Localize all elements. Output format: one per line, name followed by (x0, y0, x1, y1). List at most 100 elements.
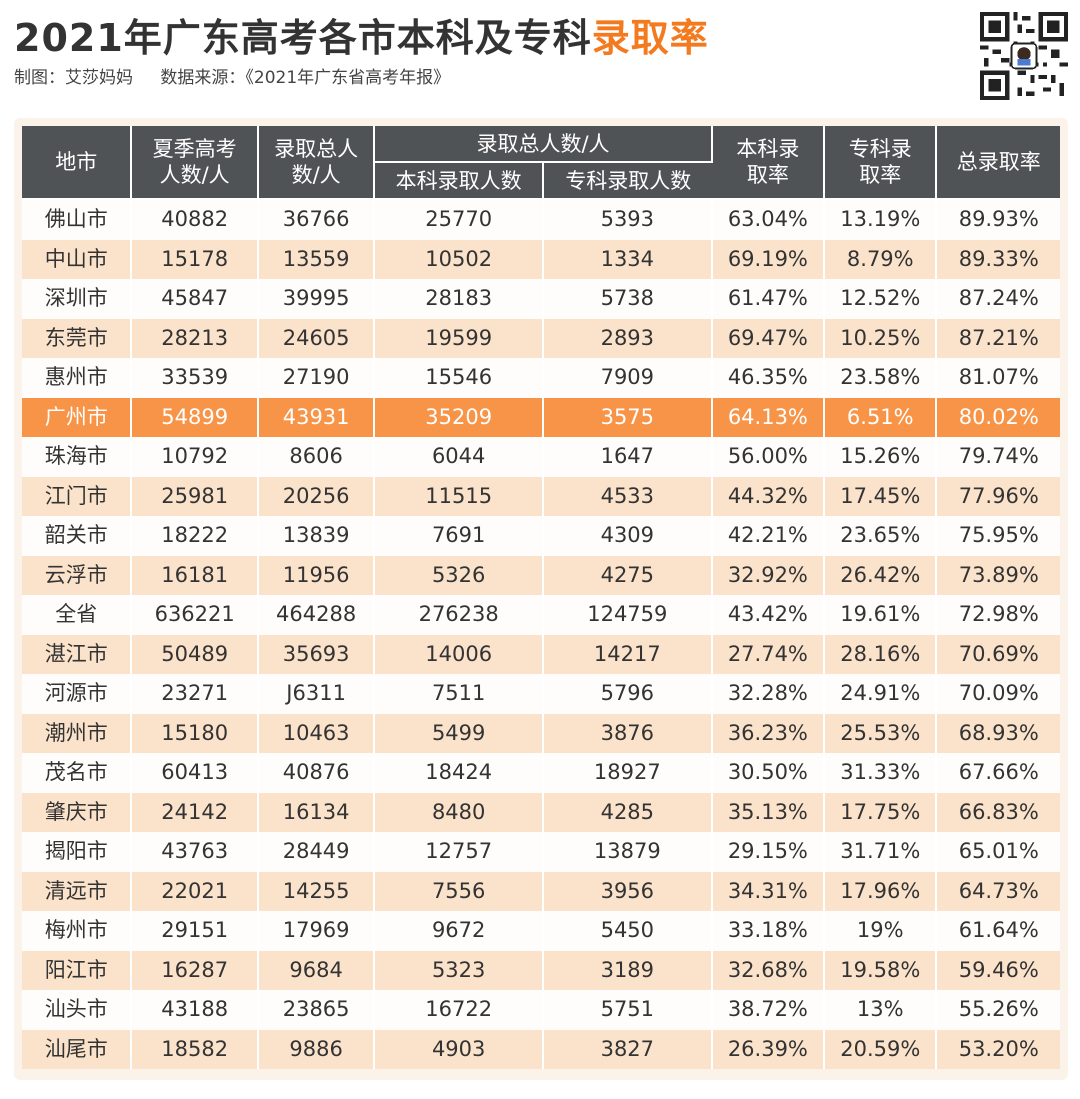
cell-total-admitted: 11956 (258, 555, 376, 595)
cell-total-admitted: 20256 (258, 476, 376, 516)
cell-total-admitted: 10463 (258, 713, 376, 753)
cell-college-admitted: 14217 (543, 634, 713, 674)
table-row: 清远市 22021 14255 7556 3956 34.31% 17.96% 64.73% (22, 871, 1060, 911)
cell-college-admitted: 1647 (543, 437, 713, 477)
cell-summer-exam: 16287 (132, 950, 259, 990)
cell-college-rate: 19.61% (825, 595, 938, 635)
cell-college-admitted: 2893 (543, 318, 713, 358)
table-row: 汕头市 43188 23865 16722 5751 38.72% 13% 55.26% (22, 990, 1060, 1030)
cell-total-admitted: 23865 (258, 990, 376, 1030)
cell-summer-exam: 28213 (132, 318, 259, 358)
cell-bachelor-rate: 30.50% (712, 753, 826, 793)
cell-total-rate: 53.20% (937, 1029, 1060, 1069)
cell-summer-exam: 16181 (132, 555, 259, 595)
cell-total-rate: 87.21% (937, 318, 1060, 358)
cell-bachelor-admitted: 11515 (375, 476, 544, 516)
cell-bachelor-rate: 35.13% (712, 792, 826, 832)
cell-bachelor-admitted: 19599 (375, 318, 544, 358)
cell-college-admitted: 4309 (543, 516, 713, 556)
cell-city: 广州市 (22, 397, 133, 437)
cell-total-admitted: 14255 (258, 871, 376, 911)
cell-total-admitted: 8606 (258, 437, 376, 477)
cell-summer-exam: 15178 (132, 239, 259, 279)
cell-city: 珠海市 (22, 437, 133, 477)
cell-total-rate: 67.66% (937, 753, 1060, 793)
cell-college-rate: 25.53% (825, 713, 938, 753)
cell-city: 汕尾市 (22, 1029, 133, 1069)
cell-college-rate: 13% (825, 990, 938, 1030)
cell-bachelor-rate: 69.47% (712, 318, 826, 358)
cell-summer-exam: 29151 (132, 911, 259, 951)
cell-summer-exam: 636221 (132, 595, 259, 635)
cell-college-admitted: 3956 (543, 871, 713, 911)
cell-summer-exam: 23271 (132, 674, 259, 714)
table-row: 中山市 15178 13559 10502 1334 69.19% 8.79% 89.33% (22, 239, 1060, 279)
table-frame: 地市 夏季高考人数/人 录取总人数/人 录取总人数/人 本科录取率 专科录取率 … (14, 118, 1068, 1080)
cell-college-admitted: 5450 (543, 911, 713, 951)
cell-college-admitted: 3876 (543, 713, 713, 753)
subtitle: 制图：艾莎妈妈 数据来源：《2021年广东省高考年报》 (14, 66, 974, 90)
cell-total-rate: 70.09% (937, 674, 1060, 714)
cell-total-rate: 55.26% (937, 990, 1060, 1030)
cell-total-admitted: 13839 (258, 516, 376, 556)
table-row: 佛山市 40882 36766 25770 5393 63.04% 13.19% 89.93% (22, 200, 1060, 240)
cell-college-admitted: 3827 (543, 1029, 713, 1069)
cell-total-rate: 72.98% (937, 595, 1060, 635)
cell-summer-exam: 40882 (132, 200, 259, 240)
table-row: 东莞市 28213 24605 19599 2893 69.47% 10.25% 87.21% (22, 318, 1060, 358)
cell-summer-exam: 10792 (132, 437, 259, 477)
cell-bachelor-admitted: 5499 (375, 713, 544, 753)
cell-city: 汕头市 (22, 990, 133, 1030)
cell-college-admitted: 7909 (543, 358, 713, 398)
cell-summer-exam: 45847 (132, 279, 259, 319)
cell-college-admitted: 3575 (543, 397, 713, 437)
table-row: 梅州市 29151 17969 9672 5450 33.18% 19% 61.64% (22, 911, 1060, 951)
cell-bachelor-admitted: 18424 (375, 753, 544, 793)
table-row: 江门市 25981 20256 11515 4533 44.32% 17.45% 77.96% (22, 476, 1060, 516)
cell-college-admitted: 5393 (543, 200, 713, 240)
header-bachelor-rate: 本科录取率 (712, 126, 826, 200)
header-total-rate: 总录取率 (937, 126, 1060, 200)
cell-city: 佛山市 (22, 200, 133, 240)
cell-bachelor-rate: 33.18% (712, 911, 826, 951)
cell-college-rate: 23.65% (825, 516, 938, 556)
cell-college-admitted: 1334 (543, 239, 713, 279)
cell-college-rate: 31.71% (825, 832, 938, 872)
cell-bachelor-admitted: 10502 (375, 239, 544, 279)
cell-bachelor-rate: 69.19% (712, 239, 826, 279)
cell-bachelor-admitted: 14006 (375, 634, 544, 674)
cell-total-admitted: 24605 (258, 318, 376, 358)
cell-total-admitted: 36766 (258, 200, 376, 240)
cell-college-rate: 10.25% (825, 318, 938, 358)
header-admitted-group: 录取总人数/人 (375, 126, 713, 163)
cell-total-rate: 59.46% (937, 950, 1060, 990)
table-row: 河源市 23271 J6311 7511 5796 32.28% 24.91% 70.09% (22, 674, 1060, 714)
cell-summer-exam: 60413 (132, 753, 259, 793)
cell-summer-exam: 50489 (132, 634, 259, 674)
cell-bachelor-admitted: 6044 (375, 437, 544, 477)
cell-bachelor-rate: 32.68% (712, 950, 826, 990)
cell-college-rate: 17.75% (825, 792, 938, 832)
cell-total-rate: 80.02% (937, 397, 1060, 437)
cell-bachelor-rate: 43.42% (712, 595, 826, 635)
cell-total-rate: 73.89% (937, 555, 1060, 595)
cell-college-admitted: 124759 (543, 595, 713, 635)
cell-bachelor-admitted: 8480 (375, 792, 544, 832)
cell-summer-exam: 25981 (132, 476, 259, 516)
cell-city: 肇庆市 (22, 792, 133, 832)
cell-college-admitted: 5738 (543, 279, 713, 319)
table-row: 湛江市 50489 35693 14006 14217 27.74% 28.16% 70.69… (22, 634, 1060, 674)
table-row: 茂名市 60413 40876 18424 18927 30.50% 31.33% 67.66… (22, 753, 1060, 793)
cell-bachelor-admitted: 15546 (375, 358, 544, 398)
cell-summer-exam: 54899 (132, 397, 259, 437)
cell-total-admitted: 35693 (258, 634, 376, 674)
cell-bachelor-rate: 32.28% (712, 674, 826, 714)
cell-total-rate: 75.95% (937, 516, 1060, 556)
cell-city: 韶关市 (22, 516, 133, 556)
cell-total-rate: 89.93% (937, 200, 1060, 240)
cell-total-admitted: 464288 (258, 595, 376, 635)
cell-college-rate: 17.45% (825, 476, 938, 516)
cell-college-rate: 26.42% (825, 555, 938, 595)
cell-college-admitted: 4275 (543, 555, 713, 595)
cell-total-admitted: 13559 (258, 239, 376, 279)
